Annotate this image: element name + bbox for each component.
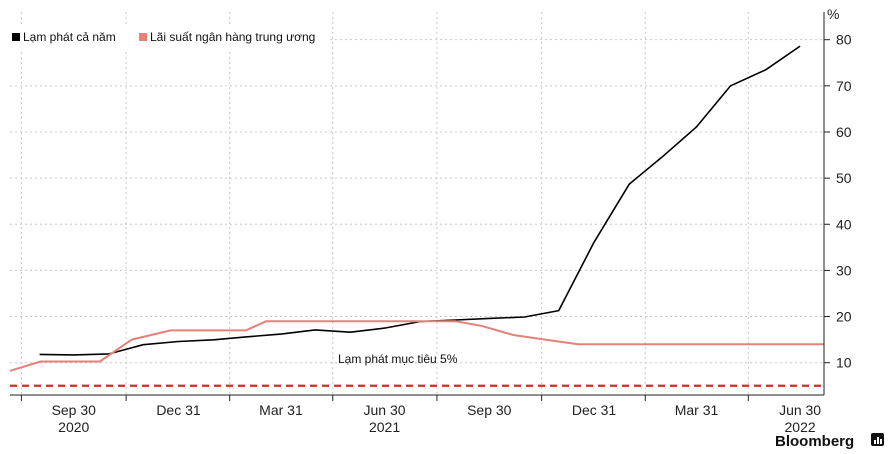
- x-tick-label: Mar 31: [675, 402, 719, 418]
- x-year-label: 2020: [58, 419, 89, 435]
- x-tick-label: Sep 30: [467, 402, 512, 418]
- y-tick-label: 30: [836, 262, 852, 278]
- legend-label: Lạm phát cả năm: [23, 30, 116, 44]
- y-tick-label: 70: [836, 78, 852, 94]
- x-axis: Sep 30 Dec 31 Mar 31 Jun 30 Sep 30 Dec 31 Mar …: [10, 394, 824, 435]
- legend-swatch: [139, 33, 147, 41]
- x-tick-label: Sep 30: [52, 402, 97, 418]
- legend-swatch: [12, 33, 20, 41]
- x-tick-label: Jun 30: [779, 402, 821, 418]
- legend-label: Lãi suất ngân hàng trung ương: [150, 30, 315, 44]
- legend-background: [8, 26, 330, 52]
- y-tick-label: 20: [836, 309, 852, 325]
- y-tick-label: 80: [836, 32, 852, 48]
- x-tick-label: Dec 31: [156, 402, 201, 418]
- series-line-inflation: [39, 45, 801, 356]
- target-inflation-label: Lạm phát mục tiêu 5%: [338, 352, 458, 366]
- y-tick-label: 40: [836, 216, 852, 232]
- x-tick-label: Jun 30: [364, 402, 406, 418]
- y-tick-label: 50: [836, 170, 852, 186]
- series-line-policy-rate: [9, 320, 824, 372]
- grid-lines: [10, 12, 824, 395]
- x-year-label: 2022: [785, 419, 816, 435]
- reference-lines: Lạm phát mục tiêu 5%: [10, 352, 824, 387]
- brand-text: Bloomberg: [775, 433, 854, 450]
- x-tick-label: Dec 31: [572, 402, 617, 418]
- legend: Lạm phát cả năm Lãi suất ngân hàng trung …: [8, 26, 330, 52]
- y-unit-label: %: [827, 6, 839, 22]
- series-lines: [9, 45, 824, 372]
- x-tick-label: Mar 31: [259, 402, 303, 418]
- x-year-label: 2021: [369, 419, 400, 435]
- y-tick-label: 60: [836, 124, 852, 140]
- bloomberg-brand: Bloomberg: [775, 433, 884, 450]
- y-axis: 10 20 30 40 50 60 70 80%: [823, 6, 852, 395]
- y-tick-label: 10: [836, 355, 852, 371]
